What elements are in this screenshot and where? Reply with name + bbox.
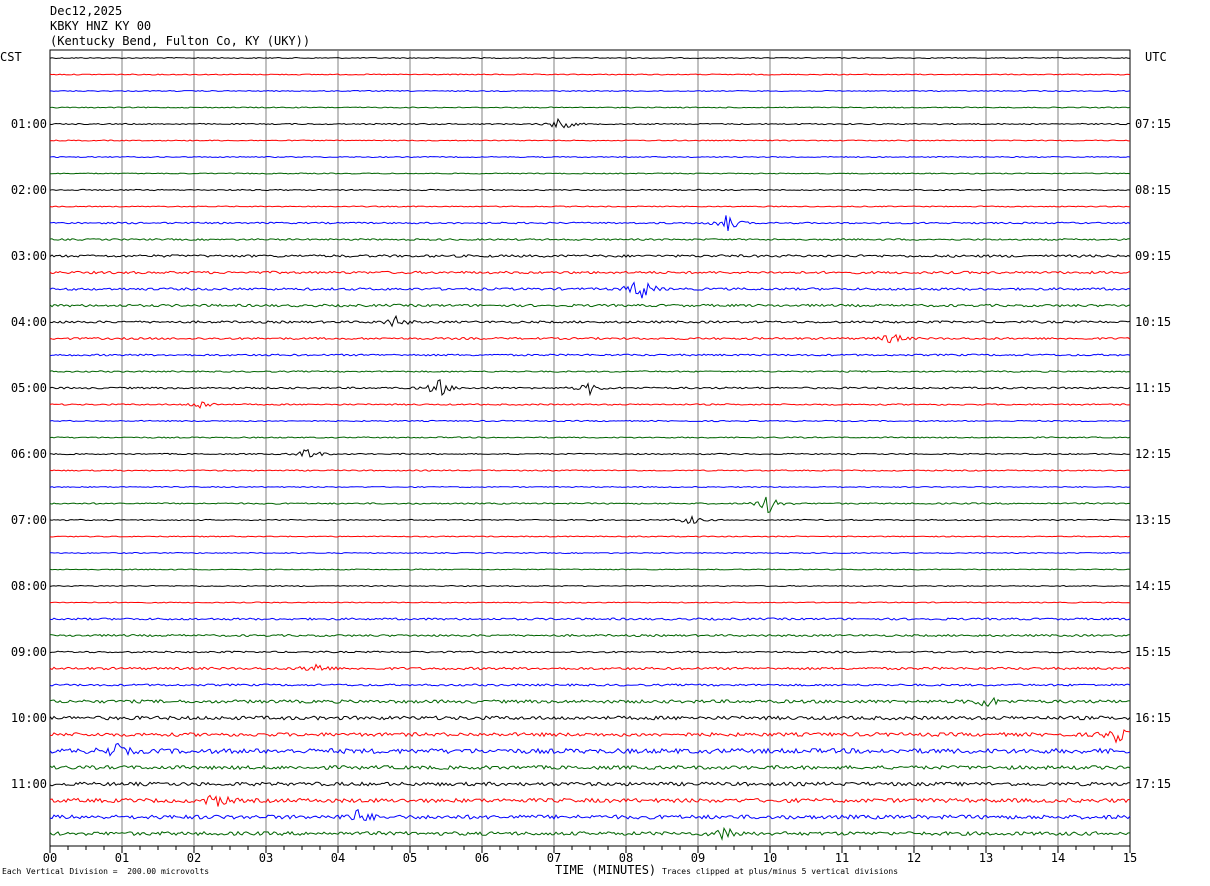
cst-hour-label: 08:00	[11, 579, 47, 593]
cst-hour-label: 06:00	[11, 447, 47, 461]
x-tick-label: 10	[763, 851, 777, 865]
trace-row	[49, 568, 1131, 571]
trace-row	[49, 353, 1131, 357]
utc-hour-label: 17:15	[1135, 777, 1171, 791]
x-tick-label: 12	[907, 851, 921, 865]
cst-hour-label: 04:00	[11, 315, 47, 329]
trace-row	[49, 401, 1131, 409]
cst-hour-label: 11:00	[11, 777, 47, 791]
trace-row	[49, 89, 1131, 93]
trace-row	[49, 379, 1131, 397]
cst-hour-label: 03:00	[11, 249, 47, 263]
trace-row	[49, 617, 1131, 621]
utc-hour-label: 15:15	[1135, 645, 1171, 659]
cst-axis-title: CST	[0, 50, 22, 64]
trace-row	[49, 496, 1131, 514]
utc-hour-label: 12:15	[1135, 447, 1171, 461]
x-tick-label: 14	[1051, 851, 1065, 865]
plot-date: Dec12,2025	[50, 4, 123, 18]
trace-row	[49, 303, 1131, 308]
plot-frame	[49, 49, 1131, 847]
trace-row	[49, 448, 1131, 458]
utc-axis-title: UTC	[1145, 50, 1167, 64]
trace-row	[49, 663, 1131, 672]
trace-row	[49, 808, 1131, 822]
utc-hour-label: 13:15	[1135, 513, 1171, 527]
trace-row	[49, 314, 1131, 328]
time-gridlines	[49, 49, 1131, 853]
x-tick-label: 02	[187, 851, 201, 865]
cst-hour-label: 02:00	[11, 183, 47, 197]
utc-hour-label: 10:15	[1135, 315, 1171, 329]
trace-row	[49, 370, 1131, 373]
trace-row	[49, 254, 1131, 258]
cst-hour-label: 07:00	[11, 513, 47, 527]
x-tick-label: 01	[115, 851, 129, 865]
cst-hour-label: 09:00	[11, 645, 47, 659]
trace-row	[49, 139, 1130, 142]
x-tick-label: 03	[259, 851, 273, 865]
trace-row	[49, 826, 1131, 841]
trace-row	[49, 633, 1131, 638]
trace-row	[49, 535, 1131, 538]
trace-row	[49, 281, 1131, 299]
trace-row	[49, 436, 1131, 439]
trace-row	[49, 601, 1131, 604]
utc-hour-label: 08:15	[1135, 183, 1171, 197]
station-location: (Kentucky Bend, Fulton Co, KY (UKY))	[50, 34, 311, 48]
trace-row	[49, 514, 1131, 525]
utc-hour-label: 14:15	[1135, 579, 1171, 593]
utc-hour-label: 16:15	[1135, 711, 1171, 725]
trace-row	[49, 742, 1131, 757]
trace-row	[49, 106, 1131, 109]
x-tick-label: 09	[691, 851, 705, 865]
trace-row	[49, 73, 1131, 76]
clip-note: Traces clipped at plus/minus 5 vertical …	[662, 867, 899, 876]
scale-note: Each Vertical Division = 200.00 microvol…	[2, 867, 210, 876]
x-tick-label: 00	[43, 851, 57, 865]
trace-row	[49, 270, 1131, 275]
trace-row	[49, 188, 1131, 192]
x-tick-label: 15	[1123, 851, 1137, 865]
trace-row	[49, 172, 1131, 175]
utc-hour-label: 09:15	[1135, 249, 1171, 263]
cst-hour-label: 05:00	[11, 381, 47, 395]
trace-row	[49, 205, 1130, 208]
cst-hour-label: 10:00	[11, 711, 47, 725]
trace-row	[49, 794, 1131, 807]
x-tick-label: 05	[403, 851, 417, 865]
cst-hour-label: 01:00	[11, 117, 47, 131]
trace-row	[49, 764, 1131, 771]
x-tick-label: 11	[835, 851, 849, 865]
trace-row	[50, 215, 1131, 231]
utc-hour-label: 07:15	[1135, 117, 1171, 131]
trace-row	[49, 715, 1131, 721]
axis-labels: 00 01 02 03 04 05 06 07 08 09 10 11 12 13 14 15 01:00 07:…	[11, 117, 1171, 865]
trace-row	[49, 696, 1131, 707]
trace-row	[49, 551, 1131, 555]
x-tick-label: 04	[331, 851, 345, 865]
trace-row	[49, 485, 1131, 489]
trace-row	[49, 683, 1131, 687]
station-code: KBKY HNZ KY 00	[50, 19, 152, 33]
trace-row	[49, 117, 1131, 129]
trace-row	[49, 419, 1131, 423]
trace-row	[49, 155, 1131, 159]
x-tick-label: 13	[979, 851, 993, 865]
trace-row	[49, 238, 1131, 241]
trace-row	[49, 584, 1131, 588]
trace-row	[49, 469, 1131, 472]
trace-row	[49, 333, 1131, 344]
trace-row	[49, 781, 1131, 787]
utc-hour-label: 11:15	[1135, 381, 1171, 395]
trace-row	[49, 729, 1131, 744]
x-tick-label: 06	[475, 851, 489, 865]
trace-row	[49, 56, 1131, 60]
seismic-traces	[49, 56, 1131, 841]
trace-row	[49, 650, 1131, 654]
x-tick-label: 07	[547, 851, 561, 865]
x-axis-title: TIME (MINUTES)	[555, 863, 657, 877]
x-tick-label: 08	[619, 851, 633, 865]
